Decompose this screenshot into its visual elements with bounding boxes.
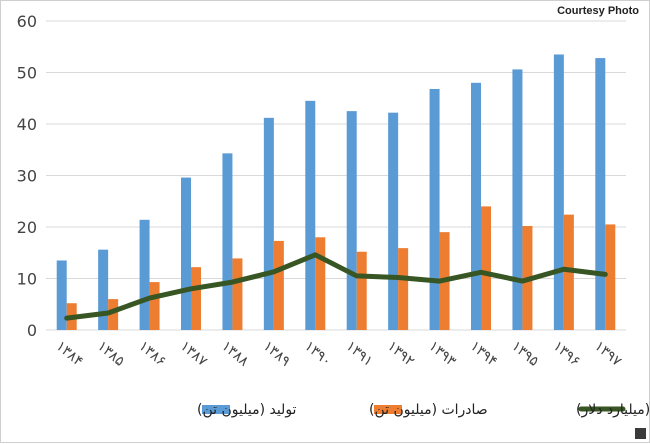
y-tick-label: 20 [17, 218, 37, 237]
x-tick-label: ۱۳۹۷ [591, 338, 625, 370]
x-axis-labels: ۱۳۸۴ ۱۳۸۵ ۱۳۸۶ ۱۳۸۷ ۱۳۸۸ ۱۳۸۹ ۱۳۹۰ ۱۳۹۱ ۱۳۹۲ ۱۳۹۳… [53, 338, 625, 370]
production-bar [429, 88, 440, 330]
export-value-line [64, 252, 608, 321]
production-bar [595, 58, 606, 331]
production-bar [98, 249, 109, 330]
y-tick-label: 10 [17, 270, 37, 289]
legend-export-tonnage-swatch [374, 405, 402, 414]
legend-export-value-label: صادرات (میلیارد دلار) [576, 402, 650, 418]
production-bar [56, 260, 67, 330]
y-axis-labels: 0 10 20 30 40 50 60 [17, 12, 37, 340]
grid-lines [46, 20, 626, 331]
production-bar [512, 69, 523, 330]
export-tonnage-bar [356, 251, 367, 330]
x-tick-label: ۱۳۹۰ [301, 338, 334, 370]
line-series [64, 252, 608, 321]
export-tonnage-bar [273, 240, 284, 330]
production-bar [388, 112, 399, 330]
production-bar [181, 177, 191, 330]
x-tick-label: ۱۳۸۶ [135, 338, 168, 370]
x-tick-label: ۱۳۹۲ [384, 338, 417, 370]
production-bar [305, 100, 316, 330]
bars [56, 54, 616, 331]
x-tick-label: ۱۳۹۶ [550, 338, 583, 370]
export-tonnage-bar [191, 267, 201, 330]
x-tick-label: ۱۳۹۵ [508, 338, 541, 370]
export-tonnage-bar [398, 248, 409, 330]
export-tonnage-bar [481, 206, 491, 330]
legend-production-label: تولید (میلیون تن) [197, 402, 297, 418]
y-tick-label: 50 [17, 64, 37, 83]
x-tick-label: ۱۳۸۹ [260, 338, 293, 370]
x-tick-label: ۱۳۹۱ [343, 338, 376, 370]
corner-icon [635, 428, 646, 439]
x-tick-label: ۱۳۸۵ [94, 338, 127, 370]
legend-production-swatch [202, 405, 230, 414]
export-tonnage-bar [149, 282, 160, 330]
x-tick-label: ۱۳۸۴ [53, 338, 86, 370]
y-tick-label: 0 [27, 321, 37, 340]
y-tick-label: 40 [17, 115, 37, 134]
legend: تولید (میلیون تن) صادرات (میلیون تن) صادرا… [197, 402, 650, 418]
production-bar [471, 82, 481, 330]
y-tick-label: 30 [17, 167, 37, 186]
production-bar [553, 54, 564, 330]
export-tonnage-bar [315, 237, 326, 330]
production-bar [139, 219, 150, 330]
production-bar [222, 153, 233, 330]
y-tick-label: 60 [17, 12, 37, 31]
legend-export-tonnage-label: صادرات (میلیون تن) [369, 402, 488, 418]
x-tick-label: ۱۳۹۳ [425, 338, 459, 370]
x-tick-label: ۱۳۹۴ [467, 338, 500, 370]
production-bar [263, 117, 274, 330]
x-tick-label: ۱۳۸۸ [218, 338, 252, 370]
credit-label: Courtesy Photo [553, 3, 643, 19]
export-tonnage-bar [232, 258, 243, 330]
x-tick-label: ۱۳۸۷ [177, 338, 211, 370]
production-bar [346, 111, 357, 330]
export-tonnage-bar [108, 299, 119, 330]
export-tonnage-bar [605, 224, 616, 330]
